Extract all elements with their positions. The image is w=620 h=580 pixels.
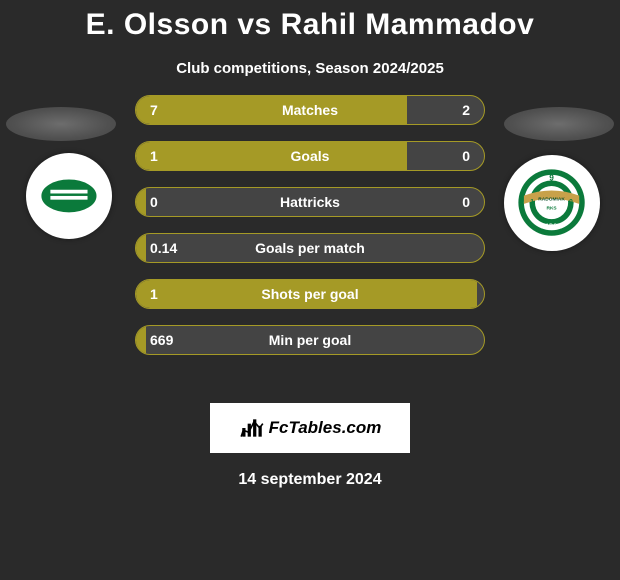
stat-right-value: 2 xyxy=(410,102,470,118)
svg-text:1: 1 xyxy=(531,199,535,206)
stat-row: 0.14Goals per match xyxy=(135,233,485,263)
source-label: FcTables.com xyxy=(269,418,382,438)
club-badge-left xyxy=(26,153,112,239)
shadow-ellipse-right xyxy=(504,107,614,141)
svg-text:RADOMIAK: RADOMIAK xyxy=(539,197,566,203)
subtitle: Club competitions, Season 2024/2025 xyxy=(0,60,620,77)
comparison-card: E. Olsson vs Rahil Mammadov Club competi… xyxy=(0,0,620,580)
svg-text:RADOM: RADOM xyxy=(542,224,563,230)
stat-row: 7Matches2 xyxy=(135,95,485,125)
source-badge[interactable]: FcTables.com xyxy=(210,403,410,453)
stat-left-value: 1 xyxy=(150,286,210,302)
svg-text:RKS: RKS xyxy=(547,206,558,212)
stat-label: Goals xyxy=(210,148,410,164)
as-of-date: 14 september 2024 xyxy=(0,471,620,489)
svg-text:0: 0 xyxy=(569,199,573,206)
svg-text:9: 9 xyxy=(550,173,555,183)
lechia-crest-icon xyxy=(38,165,100,227)
stat-left-value: 0.14 xyxy=(150,240,210,256)
stat-left-value: 0 xyxy=(150,194,210,210)
stat-right-value: 0 xyxy=(410,194,470,210)
stat-row: 669Min per goal xyxy=(135,325,485,355)
stat-left-value: 669 xyxy=(150,332,210,348)
club-badge-right: 9 1 0 RADOMIAK RADOM RKS xyxy=(504,155,600,251)
stat-left-value: 7 xyxy=(150,102,210,118)
stat-fill xyxy=(136,234,146,262)
shadow-ellipse-left xyxy=(6,107,116,141)
page-title: E. Olsson vs Rahil Mammadov xyxy=(0,0,620,42)
stat-right-value: 0 xyxy=(410,148,470,164)
stat-left-value: 1 xyxy=(150,148,210,164)
stat-row: 1Shots per goal xyxy=(135,279,485,309)
stat-label: Shots per goal xyxy=(210,286,410,302)
stat-bars: 7Matches21Goals00Hattricks00.14Goals per… xyxy=(135,95,485,371)
radomiak-crest-icon: 9 1 0 RADOMIAK RADOM RKS xyxy=(517,168,586,237)
stat-label: Matches xyxy=(210,102,410,118)
stat-row: 0Hattricks0 xyxy=(135,187,485,217)
stat-label: Min per goal xyxy=(210,332,410,348)
stat-fill xyxy=(136,188,146,216)
stat-label: Goals per match xyxy=(210,240,410,256)
comparison-arena: 9 1 0 RADOMIAK RADOM RKS 7Matches21Goals… xyxy=(0,95,620,395)
bar-chart-icon xyxy=(239,415,265,441)
stat-row: 1Goals0 xyxy=(135,141,485,171)
stat-fill xyxy=(136,326,146,354)
stat-label: Hattricks xyxy=(210,194,410,210)
